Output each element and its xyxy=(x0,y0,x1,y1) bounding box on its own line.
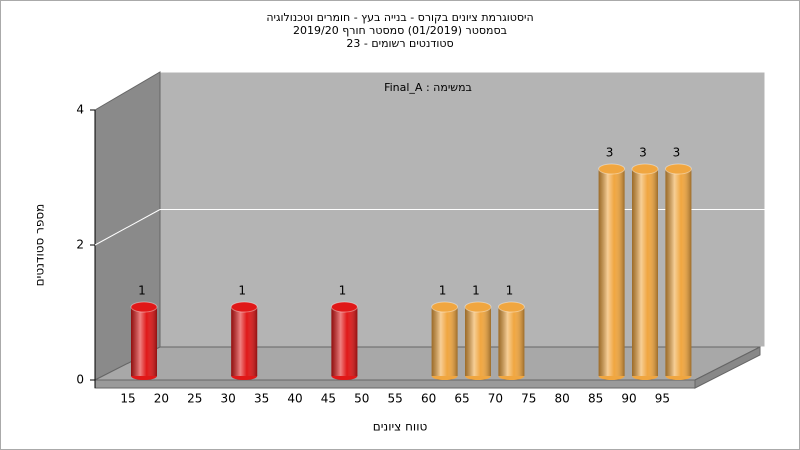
bar-shade xyxy=(231,307,258,376)
x-tick-label: 70 xyxy=(488,392,503,406)
value-label: 1 xyxy=(339,284,347,298)
bar-shade xyxy=(465,307,491,376)
bar-shade xyxy=(331,307,358,376)
value-label: 1 xyxy=(472,284,480,298)
x-tick-label: 40 xyxy=(287,392,302,406)
annotation: Final_A : במשימה xyxy=(384,81,472,94)
x-tick-label: 90 xyxy=(621,392,636,406)
bar-shade xyxy=(598,169,625,376)
x-axis-label: טווח ציונים xyxy=(373,420,428,434)
grid-line xyxy=(94,209,161,246)
bar-cap xyxy=(330,301,358,313)
value-label: 1 xyxy=(138,284,146,298)
bar-cap xyxy=(497,301,525,313)
chart-subtitle: סטודנטים רשומים - 23 xyxy=(346,37,453,50)
y-tick-label: 4 xyxy=(76,103,84,117)
value-label: 1 xyxy=(439,284,447,298)
chart-subtitle: בסמסטר (01/2019) סמסטר חורף 2019/20 xyxy=(293,24,507,37)
chart-title: היסטוגרמת ציונים בקורס - בנייה בעץ - חומ… xyxy=(266,11,533,24)
x-tick-label: 50 xyxy=(354,392,369,406)
bar-cap xyxy=(230,301,258,313)
x-tick-label: 45 xyxy=(321,392,336,406)
value-label: 1 xyxy=(506,284,514,298)
floor-edge xyxy=(94,379,696,389)
y-tick-label: 2 xyxy=(76,238,84,252)
x-tick-label: 85 xyxy=(588,392,603,406)
bar-cap xyxy=(631,163,659,175)
value-label: 3 xyxy=(673,146,681,160)
bar-cap xyxy=(598,163,626,175)
x-tick-label: 25 xyxy=(187,392,202,406)
x-tick-label: 75 xyxy=(521,392,536,406)
x-tick-label: 95 xyxy=(655,392,670,406)
y-tick-label: 0 xyxy=(76,373,84,387)
bar-shade xyxy=(665,169,692,376)
y-axis-label: מספר סטודנטים xyxy=(33,204,47,287)
bar-shade xyxy=(131,307,157,376)
floor-side xyxy=(694,346,761,389)
x-tick-label: 15 xyxy=(120,392,135,406)
value-label: 1 xyxy=(238,284,246,298)
x-tick-label: 30 xyxy=(221,392,236,406)
x-tick-label: 20 xyxy=(154,392,169,406)
bar-shade xyxy=(431,307,458,376)
x-tick-label: 55 xyxy=(388,392,403,406)
bar-cap xyxy=(664,163,692,175)
x-tick-label: 60 xyxy=(421,392,436,406)
bar-cap xyxy=(464,301,492,313)
x-tick-label: 35 xyxy=(254,392,269,406)
value-label: 3 xyxy=(639,146,647,160)
bar-shade xyxy=(498,307,525,376)
bar-cap xyxy=(130,301,158,313)
bar-cap xyxy=(431,301,459,313)
bar-shade xyxy=(632,169,658,376)
floor xyxy=(94,346,761,381)
x-tick-label: 65 xyxy=(454,392,469,406)
x-tick-label: 80 xyxy=(555,392,570,406)
value-label: 3 xyxy=(606,146,614,160)
